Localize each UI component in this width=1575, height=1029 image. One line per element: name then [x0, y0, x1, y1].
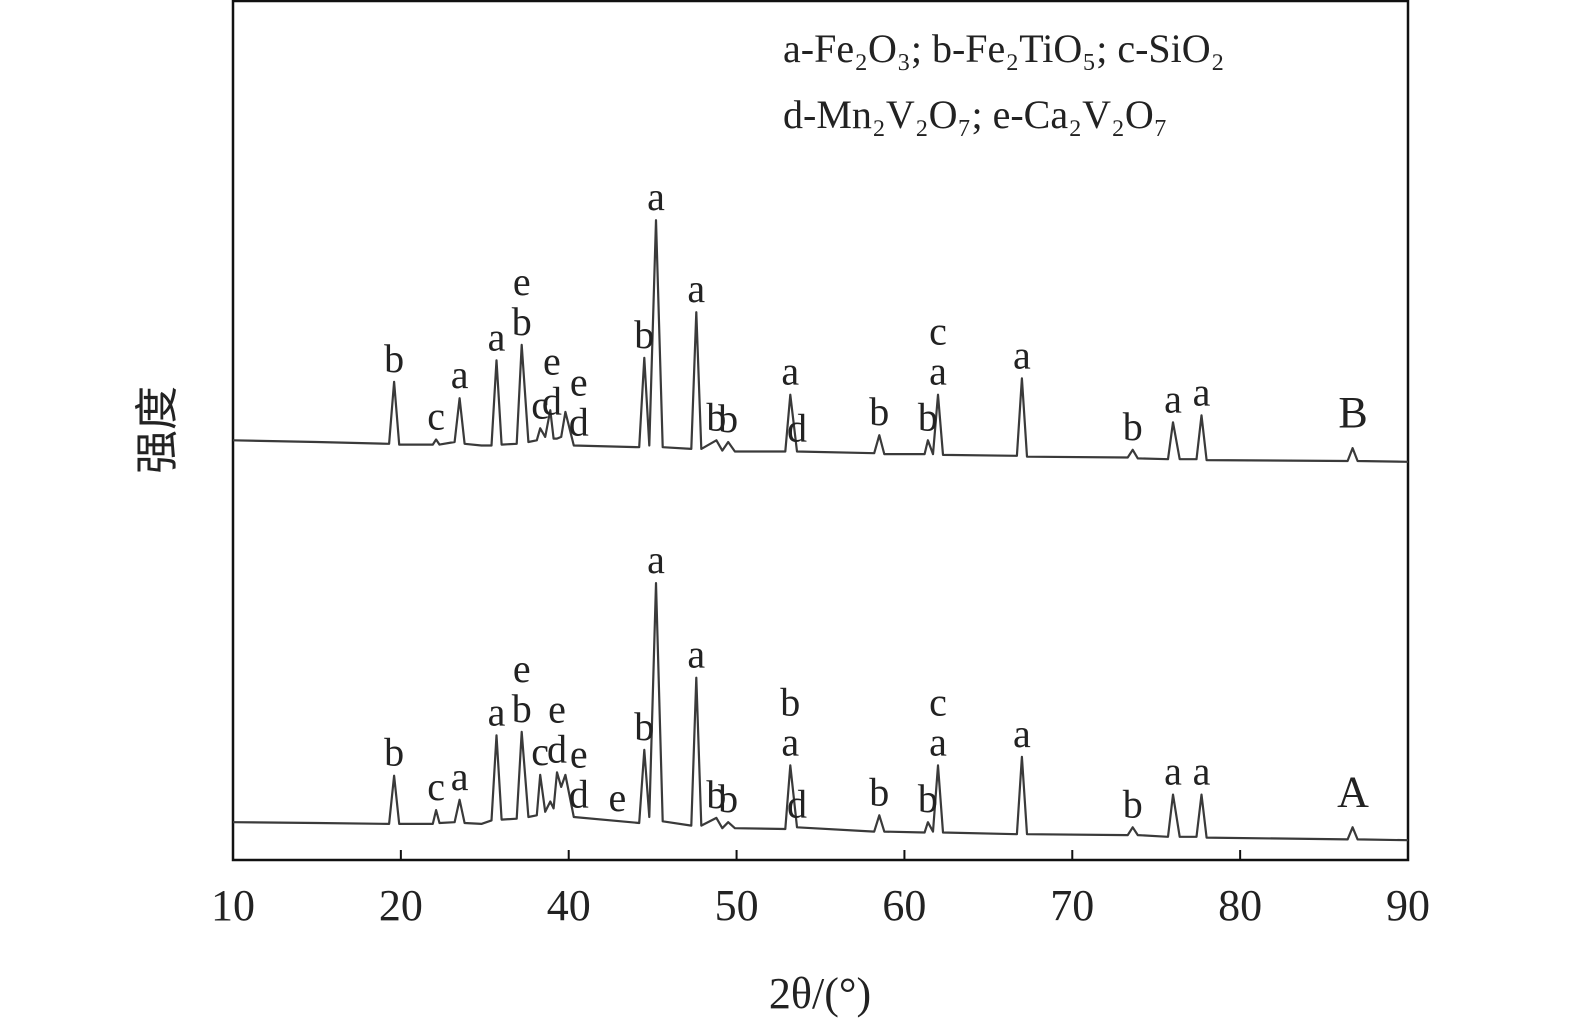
peak-label: a	[647, 537, 665, 582]
peak-label: a	[1164, 749, 1182, 794]
x-axis-label: 2θ/(°)	[769, 969, 871, 1018]
peak-label: a	[488, 689, 506, 734]
peak-label: b	[634, 704, 654, 749]
peak-label: c	[929, 679, 947, 724]
peak-label: a	[687, 632, 705, 677]
peak-label: e	[513, 646, 531, 691]
pattern-line	[232, 582, 1409, 842]
peak-label: b	[869, 389, 889, 434]
peak-label: a	[647, 174, 665, 219]
peak-label: a	[451, 754, 469, 799]
peak-label: b	[780, 679, 800, 724]
legend-text: d-Mn₂V₂O₇; e-Ca₂V₂O₇	[783, 92, 1168, 137]
peak-label: b	[1123, 404, 1143, 449]
peak-label: c	[427, 764, 445, 809]
peak-label: b	[1123, 781, 1143, 826]
peak-label: b	[869, 769, 889, 814]
x-tick-label: 90	[1386, 881, 1430, 930]
series-name: A	[1337, 767, 1369, 816]
peak-label: b	[512, 686, 532, 731]
peak-label: c	[427, 393, 445, 438]
peak-label: a	[1193, 369, 1211, 414]
peak-label: c	[929, 309, 947, 354]
plot-frame	[231, 0, 1410, 862]
peak-label: b	[384, 336, 404, 381]
x-tick-label: 20	[379, 881, 423, 930]
peak-label: a	[929, 719, 947, 764]
x-tick-label: 70	[1050, 881, 1094, 930]
peak-label: d	[569, 400, 589, 445]
peak-label: d	[787, 781, 807, 826]
peak-label: c	[531, 382, 549, 427]
peak-label: a	[1013, 332, 1031, 377]
peak-label: b	[918, 776, 938, 821]
x-tick-label: 40	[547, 881, 591, 930]
peak-label: b	[634, 312, 654, 357]
series-name: B	[1338, 388, 1367, 437]
peak-label: d	[542, 378, 562, 423]
peak-label: a	[488, 314, 506, 359]
peak-label: b	[718, 396, 738, 441]
peak-label: b	[384, 730, 404, 775]
peak-label: a	[1164, 376, 1182, 421]
peak-label: a	[451, 352, 469, 397]
peak-label: b	[718, 776, 738, 821]
peak-label: c	[531, 729, 549, 774]
peak-label: e	[570, 731, 588, 776]
peak-label: a	[929, 349, 947, 394]
peak-label: e	[570, 360, 588, 405]
peak-label: b	[918, 394, 938, 439]
y-axis-label: 强度	[132, 386, 183, 474]
peak-label: e	[513, 259, 531, 304]
legend-text: a-Fe₂O₃; b-Fe₂TiO₅; c-SiO₂	[783, 26, 1225, 71]
peak-label: a	[1193, 749, 1211, 794]
peak-label: a	[781, 719, 799, 764]
peak-label: a	[687, 266, 705, 311]
peak-label: d	[569, 771, 589, 816]
peak-label: e	[548, 686, 566, 731]
peak-label: d	[787, 406, 807, 451]
x-tick-label: 80	[1218, 881, 1262, 930]
peak-label: b	[706, 394, 726, 439]
x-tick-label: 60	[882, 881, 926, 930]
x-tick-label: 10	[211, 881, 255, 930]
pattern-line	[232, 219, 1409, 463]
peak-label: d	[547, 726, 567, 771]
peak-label: b	[706, 772, 726, 817]
peak-label: a	[781, 349, 799, 394]
peak-label: e	[609, 775, 627, 820]
peak-label: a	[1013, 711, 1031, 756]
peak-label: b	[512, 299, 532, 344]
x-tick-label: 50	[715, 881, 759, 930]
peak-label: e	[543, 338, 561, 383]
